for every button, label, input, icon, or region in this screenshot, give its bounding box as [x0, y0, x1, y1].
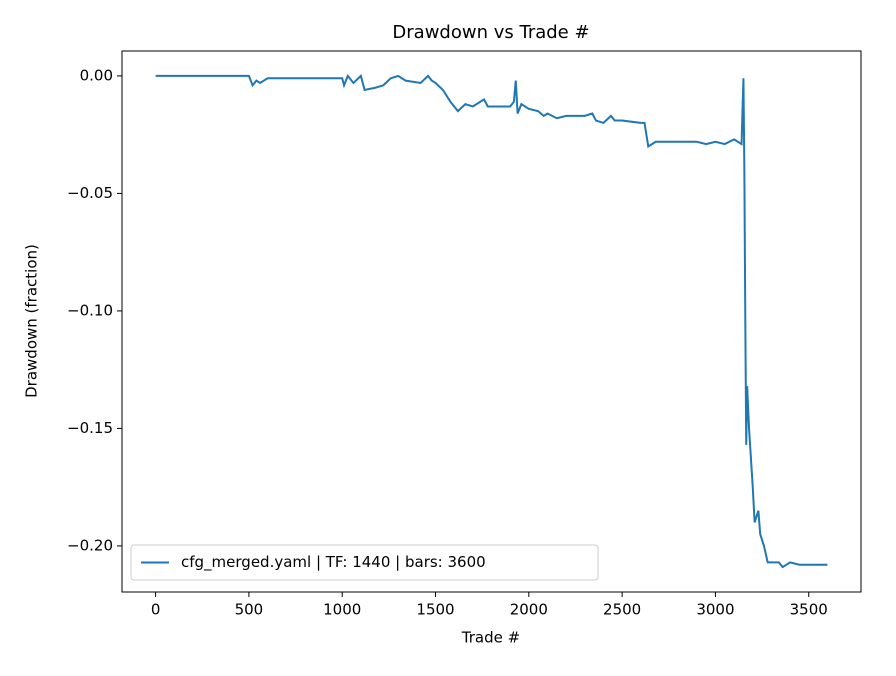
x-tick-label: 0 — [151, 601, 161, 619]
legend-box — [130, 544, 599, 581]
x-axis-label: Trade # — [461, 629, 520, 647]
legend-label: cfg_merged.yaml | TF: 1440 | bars: 3600 — [181, 553, 486, 572]
y-axis-label: Drawdown (fraction) — [23, 244, 41, 398]
y-tick-label: −0.10 — [67, 301, 113, 319]
data-line — [155, 73, 828, 569]
x-tick-label: 2000 — [510, 601, 548, 619]
y-tick-label: −0.05 — [67, 184, 113, 202]
x-tick-label: 3500 — [790, 601, 828, 619]
x-tick-label: 2500 — [603, 601, 641, 619]
y-tick-label: 0.00 — [80, 66, 113, 84]
x-tick-label: 3000 — [696, 601, 734, 619]
chart-title: Drawdown vs Trade # — [392, 22, 589, 43]
x-tick-label: 500 — [235, 601, 264, 619]
x-tick-label: 1000 — [323, 601, 361, 619]
plot-frame — [121, 50, 862, 593]
x-tick-label: 1500 — [416, 601, 454, 619]
y-tick-label: −0.15 — [67, 419, 113, 437]
y-tick-label: −0.20 — [67, 536, 113, 554]
